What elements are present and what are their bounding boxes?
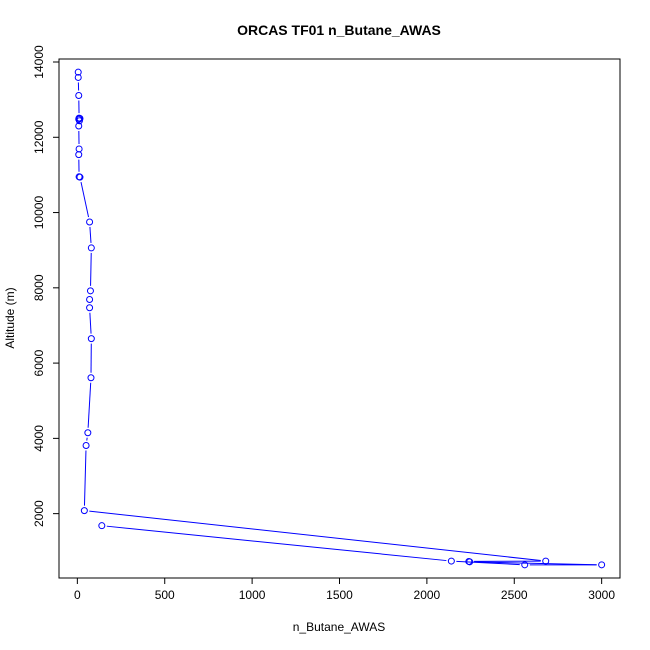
y-tick-label: 8000: [32, 274, 46, 301]
y-axis-label: Altitude (m): [3, 287, 17, 348]
data-point: [521, 561, 529, 569]
y-tick-label: 14000: [32, 45, 46, 79]
data-point: [86, 295, 94, 303]
data-point: [74, 68, 82, 76]
series-segment: [90, 252, 92, 286]
x-tick-label: 2500: [501, 588, 528, 602]
y-axis: 2000 4000 6000 8000 10000 12000 14000: [32, 45, 60, 527]
series-segment: [89, 226, 92, 243]
series-segment: [87, 382, 92, 428]
series-points: [74, 68, 606, 569]
x-tick-label: 1000: [239, 588, 266, 602]
x-axis: 0 500 1000 1500 2000 2500 3000: [74, 577, 615, 602]
data-point: [82, 442, 90, 450]
data-point: [80, 507, 88, 515]
data-point: [86, 287, 94, 295]
data-point: [75, 117, 83, 125]
x-tick-label: 2000: [414, 588, 441, 602]
data-point: [74, 73, 82, 81]
data-point: [75, 151, 83, 159]
y-tick-label: 6000: [32, 349, 46, 376]
data-point: [542, 557, 550, 565]
series-segment: [474, 561, 597, 566]
data-point: [466, 558, 474, 566]
y-tick-label: 4000: [32, 425, 46, 452]
data-point: [87, 374, 95, 382]
x-tick-label: 0: [74, 588, 81, 602]
series-segment: [89, 510, 541, 562]
data-point: [75, 122, 83, 130]
data-point: [447, 557, 455, 565]
series-segment: [106, 525, 447, 562]
x-tick-label: 3000: [588, 588, 615, 602]
x-tick-label: 500: [155, 588, 175, 602]
data-point: [87, 335, 95, 343]
y-tick-label: 2000: [32, 500, 46, 527]
data-point: [598, 561, 606, 569]
series-segment: [89, 312, 92, 334]
chart-title: ORCAS TF01 n_Butane_AWAS: [237, 22, 441, 38]
y-tick-label: 10000: [32, 196, 46, 230]
series-segment: [80, 181, 90, 218]
data-point: [84, 429, 92, 437]
data-point: [98, 522, 106, 530]
series-segment: [83, 450, 87, 506]
x-axis-label: n_Butane_AWAS: [293, 620, 386, 634]
data-point: [86, 218, 94, 226]
data-point: [76, 173, 84, 181]
data-point: [86, 304, 94, 312]
y-tick-label: 12000: [32, 120, 46, 154]
data-point: [87, 244, 95, 252]
x-tick-label: 1500: [326, 588, 353, 602]
data-point: [75, 92, 83, 100]
